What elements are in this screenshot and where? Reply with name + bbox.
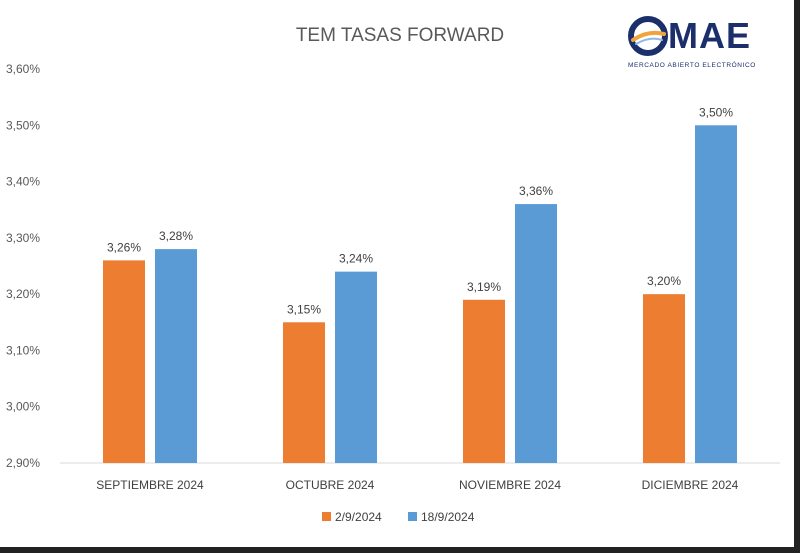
y-tick-label: 3,00% <box>6 400 40 414</box>
data-label: 3,28% <box>159 229 193 243</box>
bar <box>463 299 505 463</box>
bars: 3,26% 3,28% 3,15% 3,24% 3,19% 3,36% 3,20% 3,50% <box>103 105 737 464</box>
bar <box>155 249 197 463</box>
y-tick-label: 3,10% <box>6 343 40 357</box>
y-tick-label: 3,20% <box>6 287 40 301</box>
bar <box>643 294 685 463</box>
legend: 2/9/2024 18/9/2024 <box>322 510 475 524</box>
x-axis: SEPTIEMBRE 2024 OCTUBRE 2024 NOVIEMBRE 202… <box>96 478 738 492</box>
x-tick-label: NOVIEMBRE 2024 <box>459 478 561 492</box>
y-tick-label: 3,50% <box>6 118 40 132</box>
data-label: 3,50% <box>699 105 733 119</box>
legend-label: 18/9/2024 <box>421 510 475 524</box>
data-label: 3,20% <box>647 274 681 288</box>
data-label: 3,19% <box>467 280 501 294</box>
logo-mark-icon <box>628 16 668 56</box>
y-tick-label: 3,40% <box>6 175 40 189</box>
bar <box>335 271 377 463</box>
logo-subtitle: MERCADO ABIERTO ELECTRÓNICO <box>628 62 756 69</box>
data-label: 3,26% <box>107 240 141 254</box>
y-tick-label: 2,90% <box>6 456 40 470</box>
bar <box>103 260 145 463</box>
logo-wordmark: MAE <box>668 15 751 56</box>
x-tick-label: OCTUBRE 2024 <box>286 478 375 492</box>
data-label: 3,36% <box>519 184 553 198</box>
data-label: 3,24% <box>339 252 373 266</box>
data-label: 3,15% <box>287 302 321 316</box>
bar <box>515 204 557 464</box>
omae-logo: MAE MERCADO ABIERTO ELECTRÓNICO <box>624 14 794 74</box>
legend-swatch <box>322 512 331 521</box>
bar <box>283 322 325 463</box>
legend-label: 2/9/2024 <box>335 510 382 524</box>
y-tick-label: 3,30% <box>6 231 40 245</box>
chart-title: TEM TASAS FORWARD <box>296 25 504 46</box>
bar <box>695 125 737 464</box>
x-tick-label: DICIEMBRE 2024 <box>642 478 739 492</box>
y-tick-label: 3,60% <box>6 62 40 76</box>
x-tick-label: SEPTIEMBRE 2024 <box>96 478 204 492</box>
legend-swatch <box>408 512 417 521</box>
